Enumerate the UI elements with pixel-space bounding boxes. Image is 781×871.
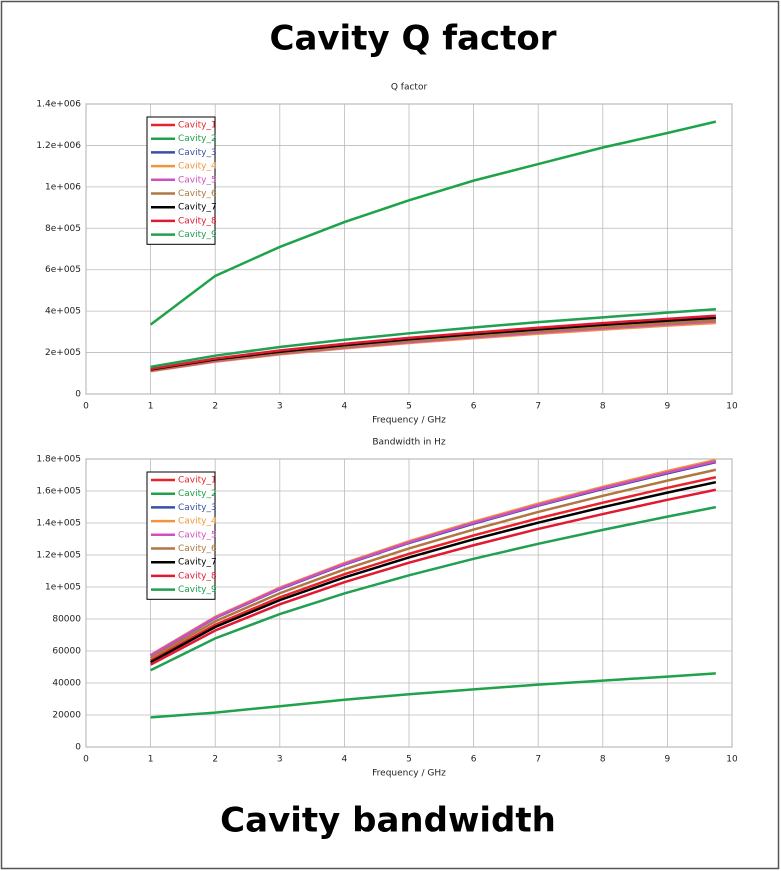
page-caption: Cavity bandwidth	[220, 801, 556, 841]
legend-label: Cavity_1	[178, 476, 217, 486]
y-tick-label: 1.2e+006	[36, 141, 81, 151]
y-tick-label: 40000	[52, 679, 81, 689]
legend-label: Cavity_4	[178, 517, 217, 527]
series-line	[149, 460, 717, 657]
legend-label: Cavity_9	[178, 585, 217, 595]
x-tick-label: 7	[535, 402, 541, 412]
x-tick-label: 9	[665, 402, 671, 412]
x-tick-label: 5	[406, 755, 412, 765]
legend-label: Cavity_5	[178, 175, 217, 185]
x-tick-label: 1	[148, 755, 154, 765]
x-tick-label: 6	[471, 402, 477, 412]
y-tick-label: 0	[75, 390, 81, 400]
x-tick-label: 10	[726, 402, 738, 412]
legend-label: Cavity_7	[178, 558, 217, 568]
series-line	[150, 672, 716, 719]
legend-label: Cavity_6	[178, 544, 217, 554]
y-tick-label: 1.4e+006	[36, 100, 81, 110]
y-tick-label: 20000	[52, 711, 81, 721]
series-line	[149, 468, 717, 660]
legend-label: Cavity_7	[178, 203, 217, 213]
y-tick-label: 6e+005	[45, 265, 81, 275]
x-tick-label: 3	[277, 755, 283, 765]
y-tick-label: 2e+005	[45, 348, 81, 358]
y-tick-label: 4e+005	[45, 307, 81, 317]
series-line	[150, 308, 716, 369]
x-tick-label: 3	[277, 402, 283, 412]
y-tick-label: 1.6e+005	[36, 487, 81, 497]
x-axis-label: Frequency / GHz	[372, 416, 446, 426]
legend-label: Cavity_1	[178, 121, 217, 131]
legend-label: Cavity_2	[178, 134, 217, 144]
x-tick-label: 0	[83, 402, 89, 412]
legend-label: Cavity_5	[178, 530, 217, 540]
x-tick-label: 7	[535, 755, 541, 765]
legend-label: Cavity_8	[178, 571, 217, 581]
legend-label: Cavity_8	[178, 216, 217, 226]
y-tick-label: 1e+005	[45, 583, 81, 593]
legend-label: Cavity_3	[178, 148, 217, 158]
series-line	[150, 505, 717, 672]
y-tick-label: 0	[75, 743, 81, 753]
x-tick-label: 1	[148, 402, 154, 412]
x-tick-label: 0	[83, 755, 89, 765]
y-tick-label: 8e+005	[45, 224, 81, 234]
y-tick-label: 1.8e+005	[36, 455, 81, 465]
chart-title: Q factor	[391, 83, 428, 93]
series-line	[150, 319, 716, 372]
x-tick-label: 10	[726, 755, 738, 765]
legend-label: Cavity_4	[178, 162, 217, 172]
y-tick-label: 1e+006	[45, 182, 81, 192]
series-line	[150, 480, 717, 664]
series-line	[150, 314, 716, 371]
y-tick-label: 80000	[52, 615, 81, 625]
series-line	[149, 120, 717, 326]
y-tick-label: 1.2e+005	[36, 551, 81, 561]
series-line	[150, 488, 717, 666]
series-line	[149, 476, 717, 662]
x-axis-label: Frequency / GHz	[372, 769, 446, 779]
legend-label: Cavity_6	[178, 189, 217, 199]
x-tick-label: 8	[600, 755, 606, 765]
page-title: Cavity Q factor	[270, 19, 557, 59]
x-tick-label: 4	[342, 755, 348, 765]
x-tick-label: 2	[212, 755, 218, 765]
x-tick-label: 4	[342, 402, 348, 412]
y-tick-label: 1.4e+005	[36, 519, 81, 529]
legend-label: Cavity_3	[178, 503, 217, 513]
chart-title: Bandwidth in Hz	[372, 438, 446, 448]
x-tick-label: 2	[212, 402, 218, 412]
x-tick-label: 8	[600, 402, 606, 412]
x-tick-label: 6	[471, 755, 477, 765]
y-tick-label: 60000	[52, 647, 81, 657]
x-tick-label: 9	[665, 755, 671, 765]
legend-label: Cavity_2	[178, 489, 217, 499]
legend-label: Cavity_9	[178, 230, 217, 240]
x-tick-label: 5	[406, 402, 412, 412]
